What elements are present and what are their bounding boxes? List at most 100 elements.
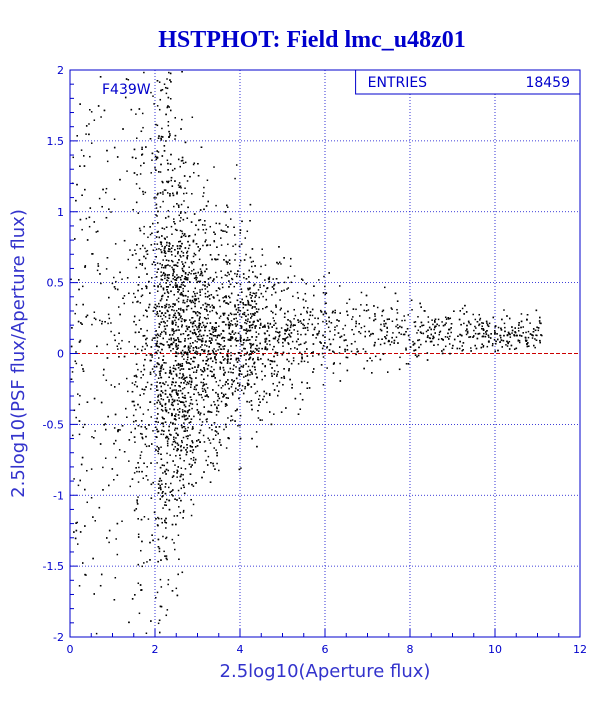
data-point: [185, 277, 187, 279]
data-point: [299, 320, 302, 322]
data-point: [96, 269, 99, 272]
data-point: [144, 443, 147, 446]
data-point: [183, 234, 185, 237]
data-point: [136, 173, 138, 176]
data-point: [156, 407, 159, 410]
data-point: [468, 336, 470, 338]
data-point: [175, 373, 178, 376]
data-point: [281, 354, 284, 356]
data-point: [278, 246, 280, 248]
data-point: [237, 304, 240, 306]
data-point: [186, 256, 188, 259]
data-point: [300, 360, 303, 363]
data-point: [123, 295, 126, 297]
data-point: [191, 426, 194, 428]
data-point: [289, 348, 292, 350]
data-point: [192, 347, 195, 349]
data-point: [142, 335, 145, 337]
data-point: [181, 318, 183, 320]
data-point: [198, 333, 201, 336]
data-point: [218, 299, 221, 302]
data-point: [252, 271, 254, 273]
data-point: [190, 381, 193, 383]
data-point: [180, 381, 182, 384]
data-point: [181, 230, 183, 233]
data-point: [101, 320, 103, 323]
data-point: [253, 314, 256, 316]
data-point: [198, 312, 200, 314]
data-point: [217, 334, 220, 336]
data-point: [181, 324, 183, 326]
data-point: [177, 466, 179, 468]
data-point: [413, 342, 416, 345]
data-point: [250, 317, 252, 319]
data-point: [158, 550, 161, 553]
data-point: [191, 270, 193, 272]
data-point: [208, 427, 211, 429]
data-point: [94, 520, 96, 522]
data-point: [118, 342, 120, 345]
data-point: [403, 315, 405, 317]
data-point: [416, 355, 418, 358]
data-point: [228, 327, 230, 330]
data-point: [166, 87, 169, 90]
data-point: [355, 322, 357, 325]
data-point: [177, 409, 179, 411]
data-point: [166, 78, 168, 80]
data-point: [142, 314, 145, 317]
data-point: [503, 322, 506, 325]
data-point: [303, 324, 306, 327]
data-point: [212, 278, 215, 281]
data-point: [195, 384, 197, 387]
data-point: [249, 339, 251, 341]
data-point: [513, 348, 516, 350]
data-point: [540, 334, 542, 336]
data-point: [374, 313, 376, 315]
data-point: [236, 408, 238, 411]
data-point: [231, 331, 234, 333]
data-point: [509, 333, 511, 336]
data-point: [247, 365, 250, 368]
data-point: [173, 364, 175, 367]
data-point: [140, 164, 142, 167]
data-point: [256, 445, 258, 448]
data-point: [155, 351, 157, 353]
data-point: [160, 376, 163, 379]
data-point: [526, 319, 528, 321]
data-point: [213, 307, 215, 309]
data-point: [142, 193, 145, 195]
data-point: [257, 417, 260, 419]
data-point: [334, 334, 336, 336]
data-point: [93, 221, 96, 223]
data-point: [334, 309, 336, 312]
data-point: [270, 372, 273, 375]
data-point: [187, 235, 190, 238]
data-point: [192, 342, 194, 344]
data-point: [170, 434, 172, 436]
data-point: [448, 318, 450, 320]
data-point: [192, 301, 195, 304]
data-point: [192, 360, 194, 363]
data-point: [205, 264, 207, 266]
data-point: [196, 311, 199, 313]
data-point: [180, 187, 182, 189]
data-point: [367, 309, 370, 311]
data-point: [155, 374, 157, 376]
data-point: [381, 310, 384, 313]
data-point: [159, 578, 162, 581]
data-point: [84, 573, 86, 576]
data-point: [201, 476, 203, 479]
data-point: [297, 363, 300, 365]
data-point: [148, 303, 151, 306]
data-point: [165, 504, 168, 506]
data-point: [141, 294, 144, 296]
data-point: [235, 317, 237, 320]
data-point: [123, 302, 126, 305]
data-point: [186, 352, 188, 354]
data-point: [224, 371, 226, 374]
data-point: [145, 445, 148, 448]
data-point: [220, 276, 223, 279]
data-point: [199, 352, 202, 355]
data-point: [313, 328, 316, 331]
data-point: [249, 342, 251, 345]
